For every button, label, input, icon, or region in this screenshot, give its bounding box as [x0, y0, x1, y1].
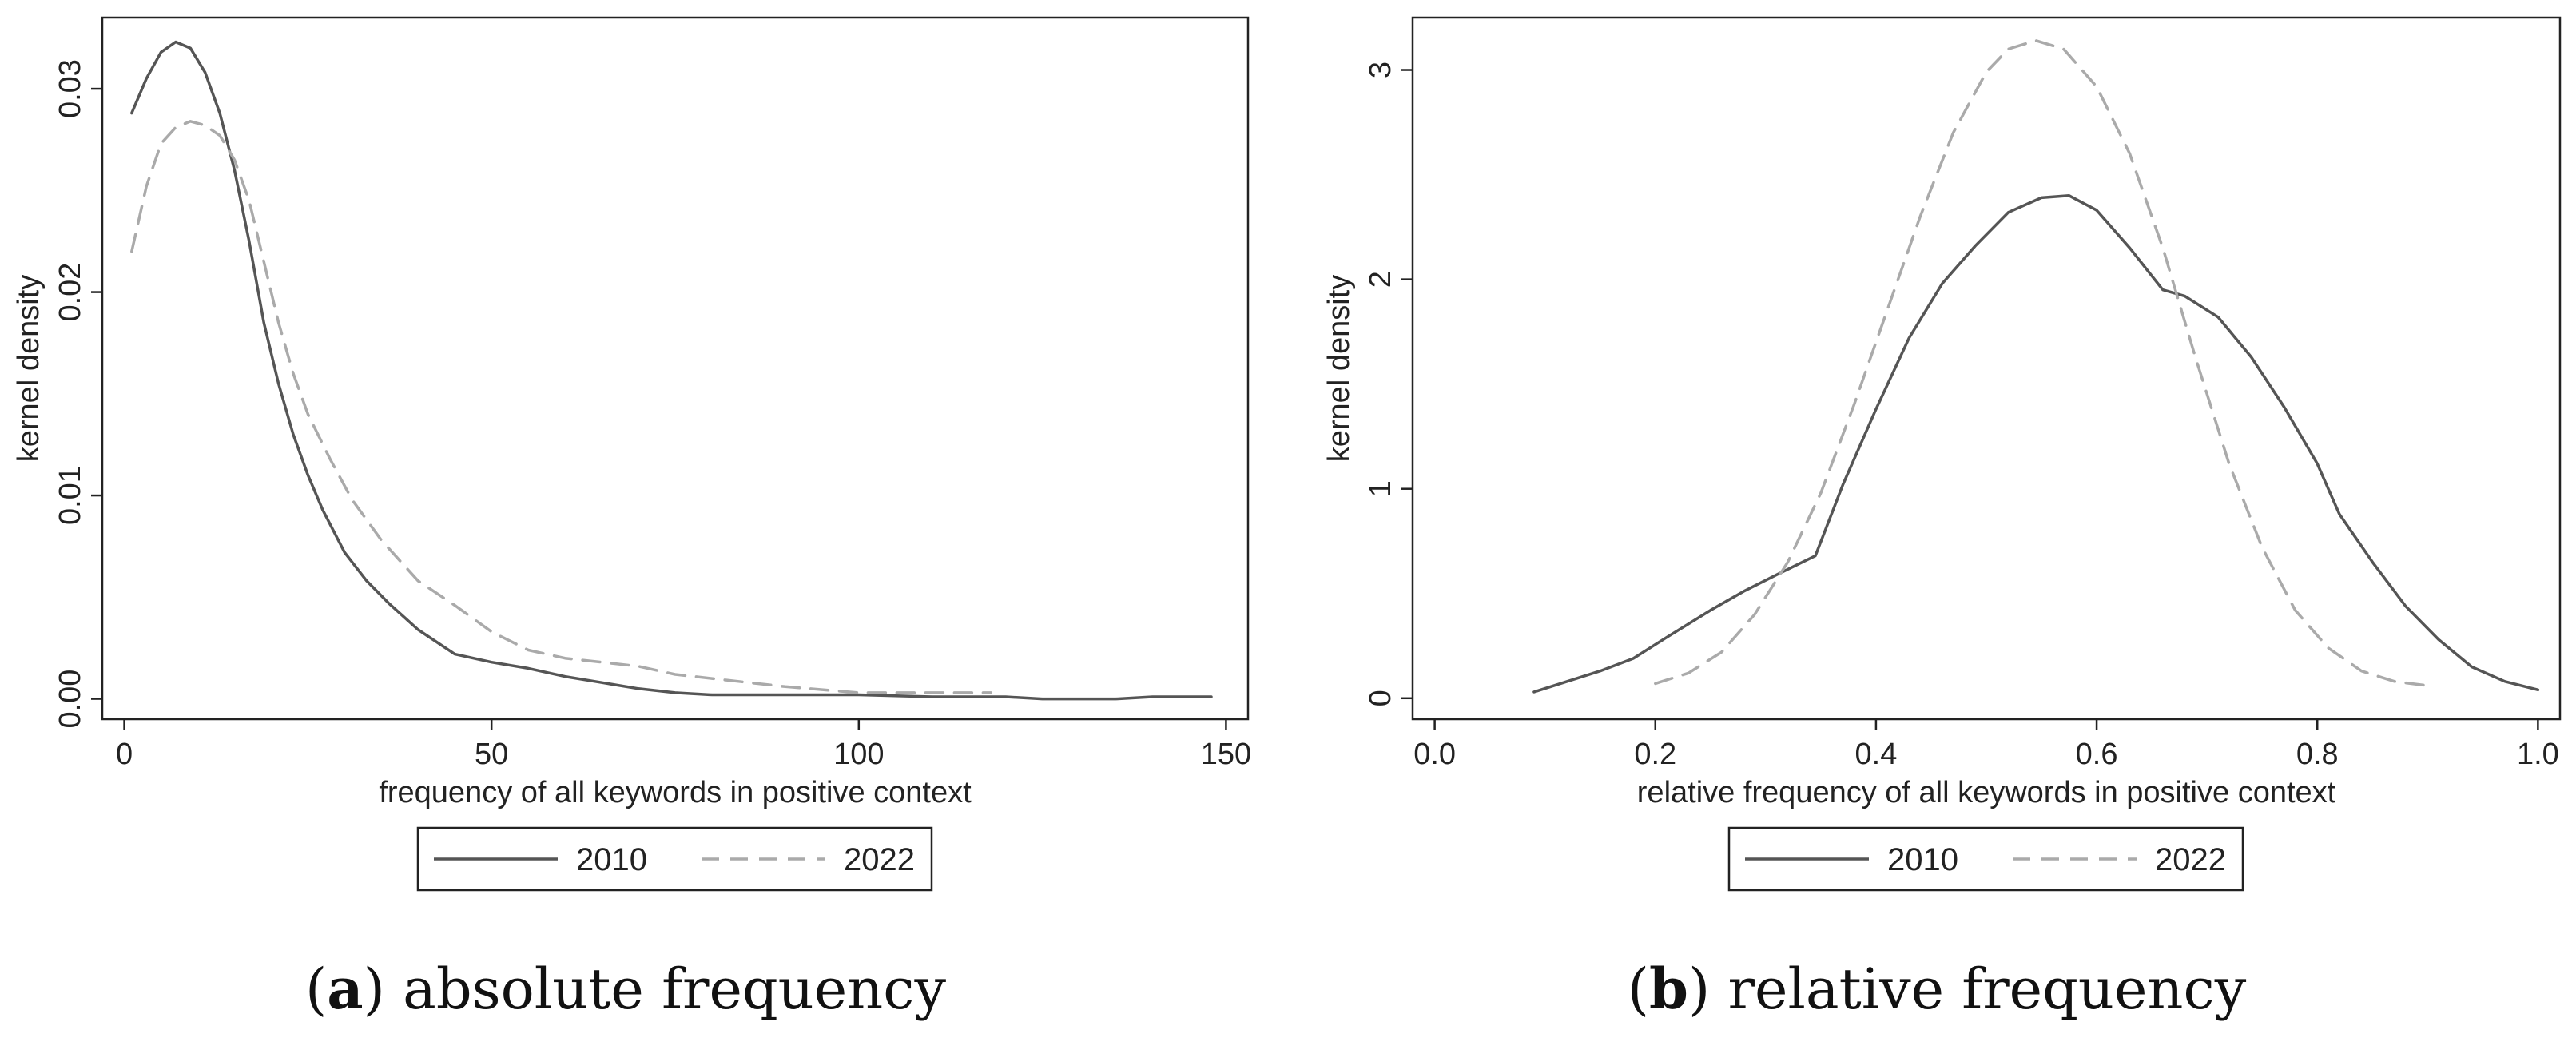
- panel-a: 0 50 100 150 0.00 0.01 0.02 0.03 frequency of al…: [12, 16, 1251, 1022]
- legend-label-2010: 2010: [1887, 842, 1958, 877]
- series-line-2010: [1532, 194, 2540, 694]
- x-tick-label: 100: [833, 738, 884, 771]
- plot-frame: [1411, 16, 2562, 721]
- panel-caption: (b) relative frequency: [1628, 956, 2247, 1022]
- series-line-2010: [130, 40, 1213, 701]
- caption-text: ) absolute frequency: [364, 957, 947, 1022]
- y-tick-label: 3: [1364, 62, 1397, 78]
- y-tick-label: 0.01: [54, 466, 87, 525]
- x-tick-label: 1.0: [2517, 738, 2559, 771]
- y-tick-label: 0.02: [54, 263, 87, 322]
- panel-b: 0.0 0.2 0.4 0.6 0.8 1.0 0 1 2 3 relative frequency…: [1322, 16, 2562, 1022]
- caption-letter: b: [1649, 956, 1688, 1022]
- x-tick-label: 0.0: [1413, 738, 1456, 771]
- panel-caption: (a) absolute frequency: [305, 956, 947, 1022]
- x-tick-label: 0.4: [1855, 738, 1898, 771]
- y-tick-label: 0.00: [54, 670, 87, 729]
- legend-label-2010: 2010: [576, 842, 647, 877]
- legend-label-2022: 2022: [844, 842, 915, 877]
- y-tick-label: 0.03: [54, 59, 87, 118]
- x-tick-label: 0.6: [2076, 738, 2118, 771]
- y-tick-label: 0: [1364, 690, 1397, 706]
- y-tick-label: 1: [1364, 480, 1397, 497]
- x-tick-label: 0: [116, 738, 133, 771]
- x-tick-label: 0.8: [2296, 738, 2339, 771]
- caption-letter: a: [327, 956, 363, 1022]
- x-tick-label: 0.2: [1634, 738, 1676, 771]
- legend: 2010 2022: [416, 826, 933, 892]
- y-tick-label: 2: [1364, 271, 1397, 288]
- x-axis-title: relative frequency of all keywords in po…: [1637, 776, 2336, 809]
- legend-label-2022: 2022: [2155, 842, 2226, 877]
- legend: 2010 2022: [1727, 826, 2244, 892]
- plot-frame: [101, 16, 1250, 721]
- x-tick-label: 150: [1201, 738, 1251, 771]
- y-axis-title: kernel density: [12, 275, 46, 462]
- x-axis-title: frequency of all keywords in positive co…: [379, 776, 972, 809]
- x-tick-label: 50: [475, 738, 508, 771]
- y-axis-title: kernel density: [1322, 275, 1356, 462]
- caption-paren-open: (: [1628, 957, 1649, 1022]
- caption-text: ) relative frequency: [1688, 957, 2247, 1022]
- series-line-2022: [130, 120, 993, 694]
- caption-paren-open: (: [305, 957, 327, 1022]
- series-line-2022: [1654, 39, 2430, 687]
